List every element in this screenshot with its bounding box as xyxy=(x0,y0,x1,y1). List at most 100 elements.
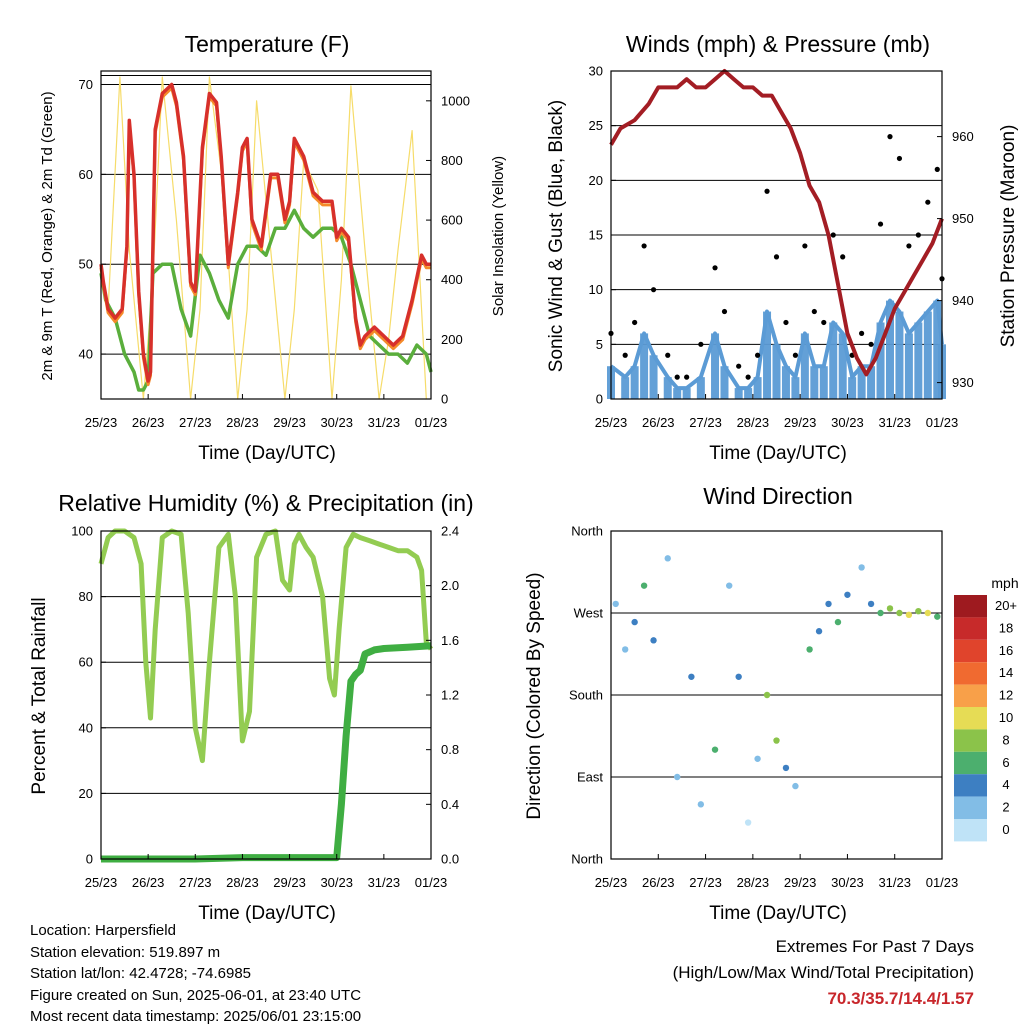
wind-bar xyxy=(720,366,729,399)
extremes-box: Extremes For Past 7 Days (High/Low/Max W… xyxy=(673,934,974,1012)
wind-bar xyxy=(933,300,942,399)
wind-bar xyxy=(791,377,800,399)
x-tick-label: 01/23 xyxy=(926,415,959,430)
direction-point xyxy=(858,564,865,571)
temperature-right-ticks: 0 200 400 600 800 1000 xyxy=(426,93,470,407)
gust-point xyxy=(754,352,761,358)
x-tick-label: 26/23 xyxy=(132,415,165,430)
y-right-tick-label: 960 xyxy=(952,129,974,144)
wind-bar xyxy=(781,366,790,399)
y-tick-label: 60 xyxy=(79,167,93,182)
gust-point xyxy=(896,155,903,162)
gust-point xyxy=(877,221,884,227)
y-tick-label: 80 xyxy=(79,589,93,604)
direction-title: Wind Direction xyxy=(703,483,853,509)
y-right-tick-label: 800 xyxy=(441,153,463,168)
wind-bar xyxy=(848,377,857,399)
wind-bar xyxy=(711,333,720,399)
y-tick-label: 5 xyxy=(596,337,603,352)
station-info: Location: Harpersfield Station elevation… xyxy=(30,920,361,1028)
direction-point xyxy=(825,600,832,608)
humidity-line xyxy=(98,528,434,764)
y-tick-label: 100 xyxy=(71,524,93,539)
temperature-left-axis-title: 2m & 9m T (Red, Orange) & 2m Td (Green) xyxy=(39,91,56,380)
direction-point xyxy=(744,819,752,826)
wind-bar xyxy=(640,333,649,399)
y-right-tick-label: 400 xyxy=(441,272,463,287)
y-right-tick-label: 1.6 xyxy=(441,633,459,648)
temperature-right-axis-title: Solar Insolation (Yellow) xyxy=(490,156,507,316)
y-tick-label: 60 xyxy=(79,655,93,670)
wind-bar xyxy=(838,333,847,399)
extremes-subtitle: (High/Low/Max Wind/Total Precipitation) xyxy=(672,963,974,982)
direction-point xyxy=(792,782,799,790)
winds-x-ticks: 25/23 26/23 27/23 28/23 29/23 30/23 31/23 01/23 xyxy=(595,394,959,430)
gust-point xyxy=(712,265,718,271)
y-right-tick-label: 930 xyxy=(952,375,974,390)
x-tick-label: 26/23 xyxy=(642,875,675,890)
direction-point xyxy=(773,737,780,744)
y-tick-label: West xyxy=(574,606,604,621)
humidity-left-ticks: 0 20 40 60 80 100 xyxy=(71,524,106,867)
direction-point xyxy=(711,746,719,753)
gust-point xyxy=(745,374,751,380)
x-tick-label: 29/23 xyxy=(273,415,306,430)
y-tick-label: 30 xyxy=(589,64,603,79)
gust-point xyxy=(665,352,671,358)
speed-colorbar: 20+ 18 16 14 12 10 8 6 4 2 0 xyxy=(954,595,1017,842)
x-tick-label: 30/23 xyxy=(831,415,864,430)
gust-point xyxy=(802,243,808,249)
gust-point xyxy=(915,232,921,238)
temp-2m-line xyxy=(99,82,431,383)
gust-point xyxy=(934,166,940,172)
direction-point xyxy=(844,591,851,598)
legend-label: 14 xyxy=(999,665,1013,680)
direction-point xyxy=(631,618,638,626)
gust-point xyxy=(641,243,647,249)
x-tick-label: 31/23 xyxy=(878,415,911,430)
wind-bar xyxy=(819,366,828,399)
y-right-tick-label: 2.4 xyxy=(441,524,459,539)
legend-label: 0 xyxy=(1002,822,1009,837)
legend-label: 18 xyxy=(999,620,1013,635)
wind-bar xyxy=(885,300,894,399)
wind-bar xyxy=(857,366,866,399)
x-tick-label: 27/23 xyxy=(179,875,212,890)
winds-right-axis-title: Station Pressure (Maroon) xyxy=(998,125,1019,348)
wind-bar xyxy=(829,322,838,399)
y-right-tick-label: 0.4 xyxy=(441,797,459,812)
precip-line xyxy=(101,642,432,863)
x-tick-label: 27/23 xyxy=(689,875,722,890)
gust-point xyxy=(622,352,628,358)
winds-right-ticks: 930 940 950 960 xyxy=(937,129,974,390)
y-tick-label: 20 xyxy=(589,173,603,188)
legend-swatch xyxy=(954,774,987,797)
legend-unit: mph xyxy=(991,575,1018,591)
temperature-x-title: Time (Day/UTC) xyxy=(198,443,336,464)
wind-bar xyxy=(649,355,658,399)
x-tick-label: 25/23 xyxy=(85,875,118,890)
info-created: Figure created on Sun, 2025-06-01, at 23… xyxy=(30,986,362,1004)
wind-bar xyxy=(904,333,913,399)
gust-point xyxy=(868,341,874,347)
legend-swatch xyxy=(954,707,987,730)
x-tick-label: 29/23 xyxy=(784,875,817,890)
x-tick-label: 29/23 xyxy=(784,415,817,430)
direction-point xyxy=(674,773,681,781)
legend-label: 8 xyxy=(1002,732,1009,747)
y-tick-label: 40 xyxy=(79,347,93,362)
x-tick-label: 30/23 xyxy=(831,875,864,890)
direction-point xyxy=(867,600,875,608)
wind-bar xyxy=(763,311,772,399)
x-tick-label: 28/23 xyxy=(737,415,770,430)
y-tick-label: South xyxy=(569,688,603,703)
direction-point xyxy=(782,764,790,772)
legend-swatch xyxy=(954,729,987,752)
gust-point xyxy=(906,243,912,249)
wind-bar xyxy=(800,333,809,399)
humidity-left-axis-title: Percent & Total Rainfall xyxy=(29,597,50,794)
direction-point xyxy=(612,600,619,608)
direction-point xyxy=(905,611,913,619)
gust-point xyxy=(821,319,827,326)
